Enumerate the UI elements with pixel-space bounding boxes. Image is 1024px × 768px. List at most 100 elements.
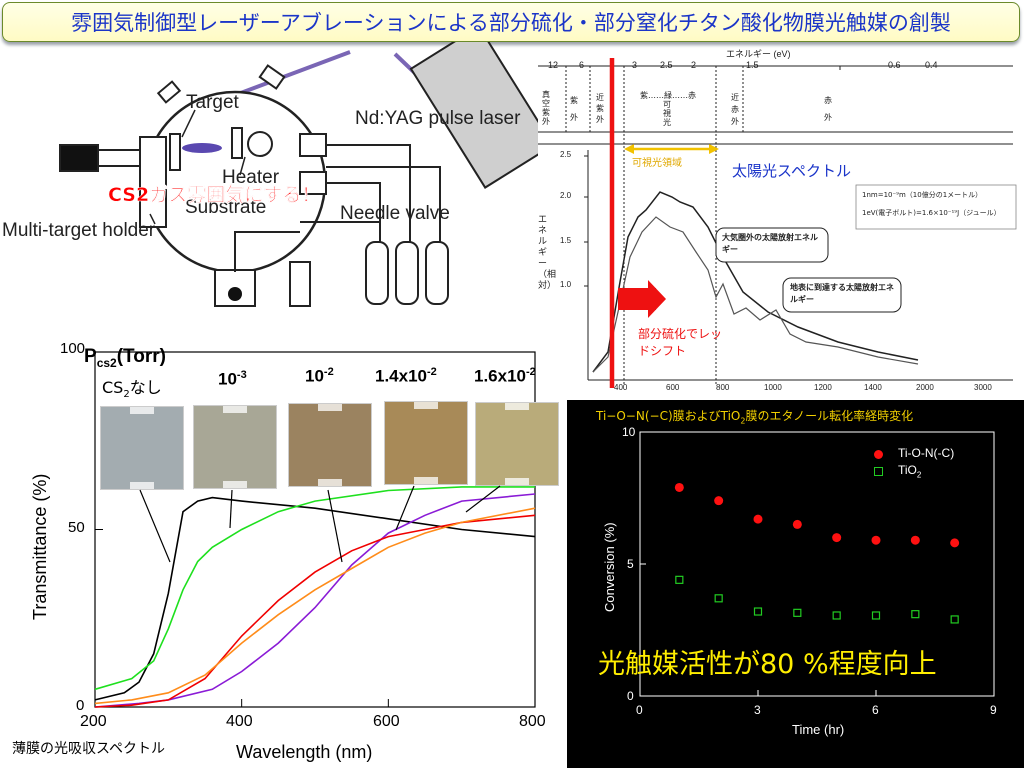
legend-label-tio2: TiO2 <box>898 463 922 480</box>
trans-xlabel: Wavelength (nm) <box>236 742 373 762</box>
conv-ylabel: Conversion (%) <box>602 522 617 612</box>
pressure-header-unit: (Torr) <box>116 346 166 367</box>
conversion-point-tio2 <box>753 607 763 616</box>
conversion-point-tionc <box>792 519 802 529</box>
heater-label: Heater <box>222 167 280 188</box>
conversion-point-tio2 <box>832 611 841 620</box>
energy-tick-2: 2 <box>691 60 697 70</box>
swatch-leader-lines <box>139 485 501 563</box>
region-visible: 可視光 <box>663 100 671 127</box>
cs2-callout: CS2ガス雰囲気にする！ <box>108 184 321 206</box>
conversion-point-tionc <box>714 496 724 506</box>
energy-tick-2-5: 2.5 <box>660 60 673 70</box>
conv-xtick-3: 3 <box>754 703 761 717</box>
conv-ytick-10: 10 <box>622 425 636 439</box>
spectrum-ytick-1-0: 1.0 <box>560 280 572 289</box>
conversion-point-tionc <box>753 514 763 524</box>
conversion-point-tionc <box>832 533 842 543</box>
sunlight-spectrum-label: 太陽光スペクトル <box>732 162 851 180</box>
spectrum-xtick-400: 400 <box>614 383 628 392</box>
energy-tick-1-5: 1.5 <box>746 60 759 70</box>
pressure-header: Pcs2(Torr) <box>84 346 166 370</box>
activity-highlight: 光触媒活性が80 %程度向上 <box>598 649 937 680</box>
substrate-label: Substrate <box>185 197 267 218</box>
sample-label-1-4e-2: 1.4x10-2 <box>375 366 437 386</box>
trans-ytick-50: 50 <box>68 519 85 536</box>
slide-title: 雰囲気制御型レーザーアブレーションによる部分硫化・部分窒化チタン酸化物膜光触媒の… <box>71 11 951 35</box>
conversion-point-tio2 <box>871 611 881 620</box>
sample-swatch-1-4e-2 <box>384 401 468 485</box>
conv-xtick-9: 9 <box>990 703 997 717</box>
energy-axis-label: エネルギー (eV) <box>726 49 791 59</box>
transmittance-series-line <box>94 496 536 701</box>
trans-xtick-200: 200 <box>80 713 107 730</box>
conv-xtick-6: 6 <box>872 703 879 717</box>
solar-spectrum-figure <box>538 52 1022 400</box>
conversion-point-tio2 <box>793 608 802 617</box>
region-uv: 紫外 <box>570 96 578 122</box>
unit-note-ev: 1eV(電子ボルト)=1.6×10⁻¹⁹J（ジュール） <box>862 209 1001 217</box>
region-near-uv: 近紫外 <box>596 93 604 124</box>
conv-xlabel: Time (hr) <box>792 722 845 737</box>
sample-swatch-1-6e-2 <box>475 402 559 486</box>
multi-target-holder-label: Multi-target holder <box>2 220 156 241</box>
pressure-header-p: P <box>84 346 97 367</box>
conversion-point-tionc <box>910 535 920 545</box>
trans-ytick-100: 100 <box>60 340 86 357</box>
sample-swatch-1e-3 <box>193 405 277 489</box>
transmittance-series-line <box>94 514 536 708</box>
region-ir: 赤外 <box>824 96 832 122</box>
trans-xtick-400: 400 <box>226 713 253 730</box>
trans-ytick-0: 0 <box>76 697 85 714</box>
region-near-ir: 近赤外 <box>731 93 739 126</box>
pressure-header-sub: cs2 <box>96 355 117 370</box>
energy-tick-0-4: 0.4 <box>925 60 938 70</box>
spectrum-ytick-2-0: 2.0 <box>560 191 572 200</box>
ground-level-bubble: 地表に到達する太陽放射エネルギー <box>790 283 894 304</box>
spectrum-ytick-2-5: 2.5 <box>560 150 572 159</box>
spectrum-xtick-1200: 1200 <box>814 383 832 392</box>
sample-label-1e-2: 10-2 <box>305 366 334 386</box>
sample-label-none: CS2なし <box>102 378 162 401</box>
transmittance-series-line <box>94 486 535 691</box>
region-visible-colors: 紫……緑……赤 <box>640 91 696 100</box>
conversion-point-tionc <box>674 482 684 492</box>
conversion-point-tio2 <box>675 575 684 584</box>
spectrum-xtick-2000: 2000 <box>916 383 934 392</box>
energy-tick-12: 12 <box>548 60 559 70</box>
spectrum-xtick-600: 600 <box>666 383 680 392</box>
spectrum-yaxis-label: エネルギー（相対） <box>538 215 557 291</box>
spectrum-xtick-1000: 1000 <box>764 383 782 392</box>
target-label: Target <box>186 92 239 113</box>
conversion-point-tio2 <box>911 610 920 619</box>
apparatus-diagram <box>59 42 545 307</box>
conversion-title: Ti−O−N(−C)膜およびTiO2膜のエタノール転化率経時変化 <box>596 409 914 426</box>
conversion-panel <box>567 400 1024 768</box>
transmittance-series-line <box>94 507 536 705</box>
legend-label-tionc: Ti-O-N(-C) <box>898 446 955 460</box>
conv-xtick-0: 0 <box>636 703 643 717</box>
legend-marker-tionc <box>874 450 883 459</box>
conv-ytick-0: 0 <box>627 689 634 703</box>
sample-swatch-1e-2 <box>288 403 372 487</box>
sample-label-1-6e-2: 1.6x10-2 <box>474 366 536 386</box>
trans-xtick-600: 600 <box>373 713 400 730</box>
spectrum-xtick-800: 800 <box>716 383 730 392</box>
energy-tick-3: 3 <box>632 60 638 70</box>
spectrum-xtick-3000: 3000 <box>974 383 992 392</box>
absorption-caption: 薄膜の光吸収スペクトル <box>12 741 166 757</box>
legend-marker-tio2 <box>874 467 883 476</box>
title-bar: 雰囲気制御型レーザーアブレーションによる部分硫化・部分窒化チタン酸化物膜光触媒の… <box>2 2 1020 42</box>
conversion-point-tio2 <box>950 615 959 624</box>
spectrum-ytick-1-5: 1.5 <box>560 236 572 245</box>
laser-label: Nd:YAG pulse laser <box>355 108 521 129</box>
conversion-point-tionc <box>950 538 960 548</box>
visible-region-label: 可視光領域 <box>632 158 682 169</box>
energy-tick-0-6: 0.6 <box>888 60 901 70</box>
needle-valve-label: Needle valve <box>340 203 450 224</box>
energy-tick-6: 6 <box>579 60 585 70</box>
unit-note-nm: 1nm=10⁻⁹m（10億分の1メートル） <box>862 191 983 199</box>
conversion-point-tio2 <box>714 594 723 603</box>
redshift-label: 部分硫化でレッドシフト <box>638 327 723 358</box>
outer-atmosphere-bubble: 大気圏外の太陽放射エネルギー <box>722 233 818 254</box>
